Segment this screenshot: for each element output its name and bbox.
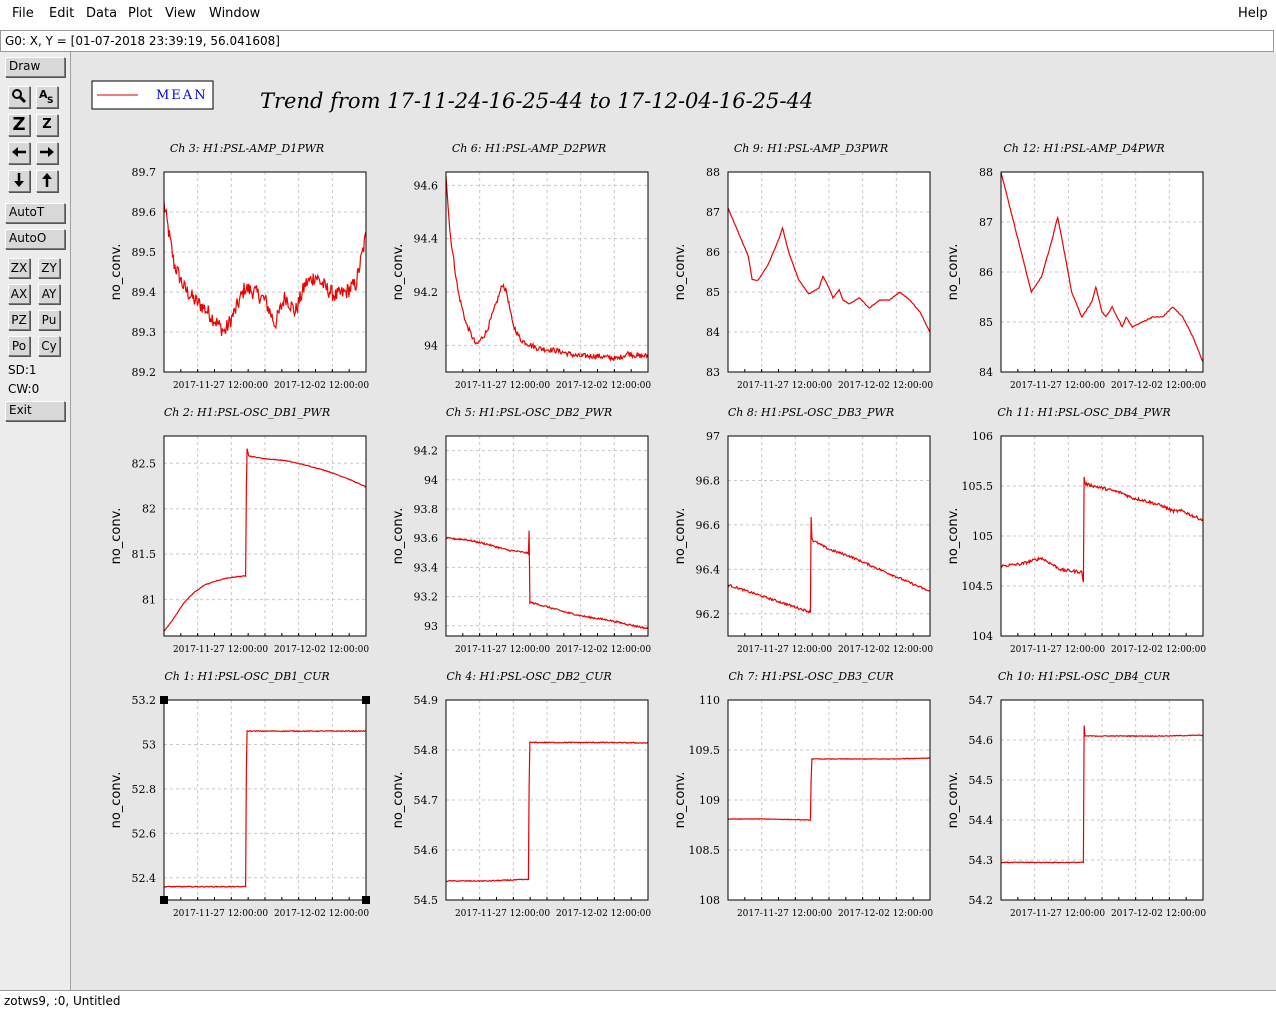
zy-button[interactable]: ZY: [38, 258, 60, 278]
status-bar: zotws9, :0, Untitled: [0, 990, 1276, 1012]
autot-button[interactable]: AutoT: [5, 203, 65, 223]
menu-plot[interactable]: Plot: [128, 6, 153, 21]
exit-button[interactable]: Exit: [5, 401, 65, 421]
draw-button[interactable]: Draw: [5, 57, 65, 77]
menu-data[interactable]: Data: [86, 6, 118, 21]
status-text: zotws9, :0, Untitled: [4, 994, 121, 1008]
menu-bar: File Edit Data Plot View Window Help: [0, 0, 1276, 29]
autoo-button[interactable]: AutoO: [5, 229, 65, 249]
plot-canvas[interactable]: [71, 52, 1276, 990]
ax-button[interactable]: AX: [8, 284, 30, 304]
po-button[interactable]: Po: [8, 336, 30, 356]
cw-label: CW:0: [8, 382, 40, 396]
arrow-down-icon[interactable]: [8, 170, 30, 192]
sd-label: SD:1: [8, 363, 37, 377]
menu-window[interactable]: Window: [209, 6, 261, 21]
svg-text:A: A: [39, 88, 48, 101]
arrow-left-icon[interactable]: [8, 142, 30, 164]
menu-help[interactable]: Help: [1238, 6, 1268, 21]
menu-view[interactable]: View: [165, 6, 196, 21]
zoom-z-small-icon[interactable]: Z: [36, 114, 58, 136]
arrow-right-icon[interactable]: [36, 142, 58, 164]
ay-button[interactable]: AY: [38, 284, 60, 304]
svg-text:S: S: [47, 96, 53, 105]
coordinate-readout: G0: X, Y = [01-07-2018 23:39:19, 56.0416…: [5, 34, 280, 48]
zoom-z-large-icon[interactable]: Z: [8, 114, 30, 136]
coordinate-readout-bar: G0: X, Y = [01-07-2018 23:39:19, 56.0416…: [0, 30, 1274, 52]
pu-button[interactable]: Pu: [38, 310, 60, 330]
zx-button[interactable]: ZX: [8, 258, 30, 278]
menu-edit[interactable]: Edit: [49, 6, 75, 21]
magnifier-icon[interactable]: [8, 86, 30, 108]
menu-file[interactable]: File: [12, 6, 34, 21]
cy-button[interactable]: Cy: [38, 336, 60, 356]
arrow-up-icon[interactable]: [36, 170, 58, 192]
pz-button[interactable]: PZ: [8, 310, 30, 330]
